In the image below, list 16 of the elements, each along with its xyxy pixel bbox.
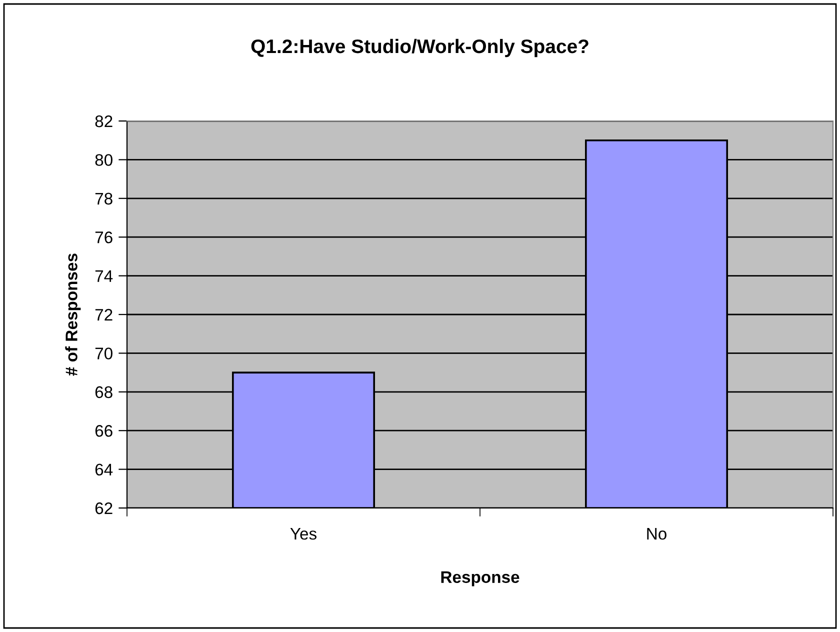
y-tick-label: 72: [95, 308, 112, 321]
y-tick-label: 80: [95, 154, 112, 166]
y-axis-title: # of Responses: [65, 254, 81, 376]
y-tick-label: 68: [95, 386, 112, 398]
y-tick-label: 66: [95, 425, 112, 437]
x-axis-title: Response: [441, 571, 520, 586]
y-tick-label: 76: [95, 232, 112, 244]
y-tick-label: 62: [95, 502, 112, 514]
y-tick-label: 82: [95, 115, 112, 128]
y-tick-label: 78: [95, 192, 112, 205]
y-tick-label: 64: [95, 464, 113, 476]
chart-title: Q1.2:Have Studio/Work-Only Space?: [251, 38, 588, 58]
y-tick-label: 70: [95, 348, 112, 360]
x-tick-label: Yes: [290, 528, 316, 540]
y-tick-label: 74: [95, 270, 113, 282]
x-tick-label: No: [647, 528, 666, 540]
